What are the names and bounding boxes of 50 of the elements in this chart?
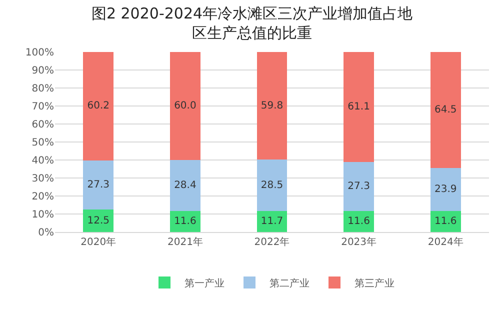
x-tick-label: 2024年 [428, 236, 464, 248]
y-tick-label: 90% [32, 66, 54, 76]
data-label: 60.2 [87, 100, 110, 112]
bar [256, 210, 288, 232]
data-label: 61.1 [348, 101, 370, 112]
bar [170, 211, 200, 232]
data-label: 12.5 [87, 215, 110, 226]
y-tick-label: 80% [32, 84, 54, 94]
y-tick-label: 40% [32, 156, 54, 166]
y-tick-label: 10% [32, 210, 54, 220]
bar [83, 210, 114, 232]
data-label: 11.6 [348, 216, 370, 228]
data-label: 60.0 [174, 100, 196, 112]
data-label: 23.9 [434, 184, 457, 196]
y-tick-label: 20% [32, 192, 54, 202]
data-label: 11.7 [260, 216, 284, 227]
y-tick-label: 0% [38, 228, 54, 238]
data-label: 28.5 [260, 180, 284, 191]
bar [344, 52, 374, 162]
x-tick-label: 2021年 [167, 236, 203, 248]
y-tick-label: 50% [32, 138, 54, 148]
bar [83, 160, 114, 210]
y-tick-label: 100% [25, 48, 54, 58]
y-tick-label: 30% [32, 174, 54, 184]
bar [430, 211, 461, 232]
bar [256, 160, 288, 211]
data-label: 59.8 [260, 100, 284, 112]
legend-label: 第三产业 [354, 277, 394, 290]
data-label: 28.4 [174, 180, 196, 192]
bar [256, 52, 288, 160]
data-label: 64.5 [434, 104, 457, 116]
bar [344, 211, 374, 232]
x-tick-label: 2023年 [341, 236, 377, 248]
legend-label: 第二产业 [270, 277, 310, 290]
bar [83, 52, 114, 160]
data-label: 11.6 [174, 216, 196, 228]
x-tick-label: 2020年 [80, 236, 116, 248]
data-label: 27.3 [348, 181, 370, 192]
bar [430, 52, 461, 168]
data-label: 11.6 [434, 216, 457, 228]
x-tick-label: 2022年 [254, 236, 290, 248]
y-tick-label: 70% [32, 102, 54, 112]
bar [170, 160, 200, 212]
bar [344, 162, 374, 212]
chart-title: 图2 2020-2024年冷水滩区三次产业增加值占地区生产总值的比重 [91, 4, 413, 42]
data-label: 27.3 [87, 179, 110, 190]
bar [430, 168, 461, 212]
legend-label: 第一产业 [184, 277, 224, 290]
y-tick-label: 60% [32, 120, 54, 130]
bar [170, 52, 200, 160]
